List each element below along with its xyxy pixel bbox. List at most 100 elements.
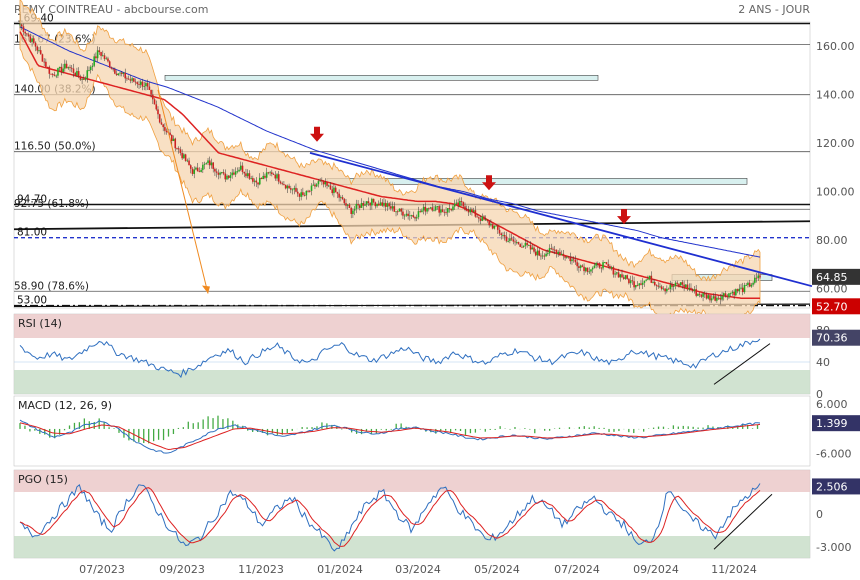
candle-body xyxy=(662,288,665,290)
candle-body xyxy=(343,199,346,204)
candle-body xyxy=(120,72,123,74)
candle-body xyxy=(597,262,599,264)
candle-body xyxy=(39,50,42,55)
candle-body xyxy=(671,284,673,287)
candle-body xyxy=(234,171,237,175)
candle-body xyxy=(250,178,252,179)
candle-body xyxy=(57,68,59,76)
candle-body xyxy=(238,169,240,172)
candle-body xyxy=(500,233,503,236)
candle-body xyxy=(198,171,201,173)
pgo-panel-upper-band xyxy=(14,470,810,492)
candle-body xyxy=(158,114,161,123)
candle-body xyxy=(34,42,37,47)
candle-body xyxy=(674,282,677,286)
candle-body xyxy=(624,275,627,279)
candle-body xyxy=(377,203,380,206)
candle-body xyxy=(574,259,577,263)
candle-body xyxy=(678,283,680,286)
candle-body xyxy=(70,67,73,69)
candle-body xyxy=(517,242,520,245)
candle-body xyxy=(139,81,142,85)
candle-body xyxy=(619,274,622,278)
candle-body xyxy=(24,31,26,34)
candle-body xyxy=(657,285,660,287)
candle-body xyxy=(683,284,685,288)
down-arrow-0 xyxy=(310,126,324,142)
candle-body xyxy=(653,281,656,286)
candle-body xyxy=(203,163,206,165)
candle-body xyxy=(569,257,572,262)
candle-body xyxy=(498,229,501,234)
candle-body xyxy=(448,208,451,210)
candle-body xyxy=(386,203,389,207)
pgo-panel-lower-band xyxy=(14,536,810,558)
candle-body xyxy=(464,206,466,211)
down-arrow-2 xyxy=(617,209,631,225)
candle-body xyxy=(302,192,304,196)
candle-body xyxy=(67,67,70,69)
candle-body xyxy=(584,267,587,272)
candle-body xyxy=(174,138,177,149)
candle-body xyxy=(547,253,549,255)
candle-body xyxy=(460,200,463,203)
candle-body xyxy=(179,149,182,154)
candle-body xyxy=(155,104,158,110)
price-y-tick-0: 160.00 xyxy=(816,40,855,53)
candle-body xyxy=(31,38,33,42)
candle-body xyxy=(446,208,449,213)
candle-body xyxy=(536,250,539,256)
candle-body xyxy=(690,287,692,291)
candle-body xyxy=(450,209,453,211)
candle-body xyxy=(29,36,32,42)
candle-body xyxy=(314,184,316,187)
candle-body xyxy=(595,262,597,266)
candle-body xyxy=(740,287,742,289)
candle-body xyxy=(629,280,632,284)
candle-body xyxy=(729,293,732,295)
candle-body xyxy=(736,289,739,292)
candle-body xyxy=(667,288,670,290)
candle-body xyxy=(488,221,490,226)
candle-body xyxy=(576,262,578,267)
candle-body xyxy=(119,72,121,74)
candle-body xyxy=(522,245,525,248)
candle-body xyxy=(648,275,651,280)
candle-body xyxy=(759,275,761,278)
candle-body xyxy=(645,279,647,281)
candle-body xyxy=(193,169,196,174)
candle-body xyxy=(572,259,575,261)
candle-body xyxy=(503,235,506,237)
candle-body xyxy=(170,134,173,142)
candle-body xyxy=(229,175,232,178)
candle-body xyxy=(133,78,135,82)
candle-body xyxy=(550,248,553,249)
candle-body xyxy=(46,66,49,68)
candle-body xyxy=(286,185,289,189)
candle-body xyxy=(381,202,384,206)
candle-body xyxy=(246,173,249,177)
candle-body xyxy=(136,82,139,85)
down-arrow-1 xyxy=(482,175,496,191)
candle-body xyxy=(295,187,297,192)
candle-body xyxy=(281,183,283,185)
candle-body xyxy=(552,248,554,250)
candle-body xyxy=(400,208,403,212)
candle-body xyxy=(704,293,706,295)
price-y-tick-1: 140.00 xyxy=(816,89,855,102)
candle-body xyxy=(95,56,97,59)
candle-body xyxy=(101,55,104,57)
candle-body xyxy=(481,216,484,221)
rsi-trendline xyxy=(713,343,771,385)
candle-body xyxy=(43,61,45,63)
candle-body xyxy=(431,207,434,211)
rsi-line xyxy=(19,338,761,379)
candle-body xyxy=(543,255,546,257)
candle-body xyxy=(745,284,748,286)
ma200-line xyxy=(19,26,761,258)
orange-projection-line xyxy=(157,89,209,294)
candle-body xyxy=(269,172,271,174)
candle-body xyxy=(165,130,168,133)
candle-body xyxy=(114,69,116,74)
candle-body xyxy=(319,180,321,182)
